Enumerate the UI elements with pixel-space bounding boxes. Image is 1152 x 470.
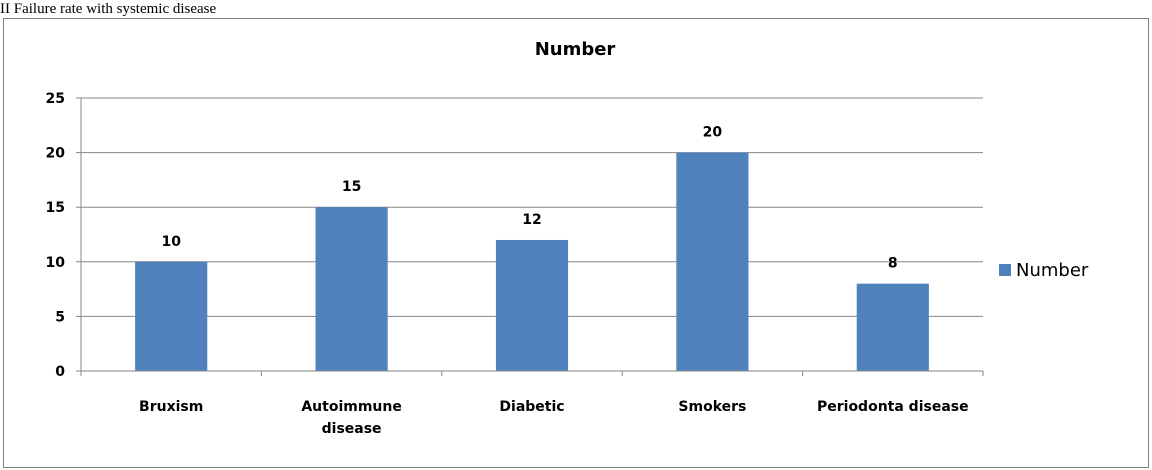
y-tick-label: 20: [46, 146, 66, 162]
data-label: 12: [522, 212, 541, 228]
bar: [495, 239, 569, 371]
x-tick-label: Bruxism: [139, 399, 203, 415]
y-tick-label: 15: [46, 200, 65, 216]
x-tick-label: Diabetic: [499, 399, 564, 415]
y-tick-label: 25: [46, 91, 65, 107]
data-label: 10: [161, 234, 181, 250]
x-tick-label: Autoimmune: [301, 399, 402, 415]
x-tick-label: disease: [322, 421, 382, 437]
chart-title: Number: [535, 39, 616, 60]
data-label: 15: [342, 179, 361, 195]
data-label: 20: [703, 125, 723, 141]
bar: [315, 207, 388, 371]
legend-swatch: [999, 264, 1011, 276]
legend: Number: [999, 260, 1089, 281]
figure-caption: II Failure rate with systemic disease: [0, 1, 217, 17]
y-tick-label: 0: [55, 364, 65, 380]
bar: [676, 152, 749, 371]
x-tick-label: Smokers: [678, 399, 746, 415]
bars: [135, 152, 929, 371]
data-label: 8: [888, 256, 898, 272]
chart-frame: Number 0 5 10 15 20 25 10 Bruxism 15 Autoimmune di…: [3, 18, 1149, 468]
x-tick-label: Periodonta disease: [817, 399, 969, 415]
bar-chart: Number 0 5 10 15 20 25 10 Bruxism 15 Autoimmune di…: [46, 39, 1089, 437]
gridlines: [81, 97, 983, 317]
legend-label: Number: [1016, 260, 1089, 281]
bar: [856, 283, 929, 371]
y-tick-label: 5: [55, 309, 65, 325]
y-tick-label: 10: [46, 255, 66, 271]
bar: [135, 261, 208, 371]
labels: 0 5 10 15 20 25 10 Bruxism 15 Autoimmune disease 12…: [46, 91, 969, 437]
axes: [76, 97, 984, 376]
